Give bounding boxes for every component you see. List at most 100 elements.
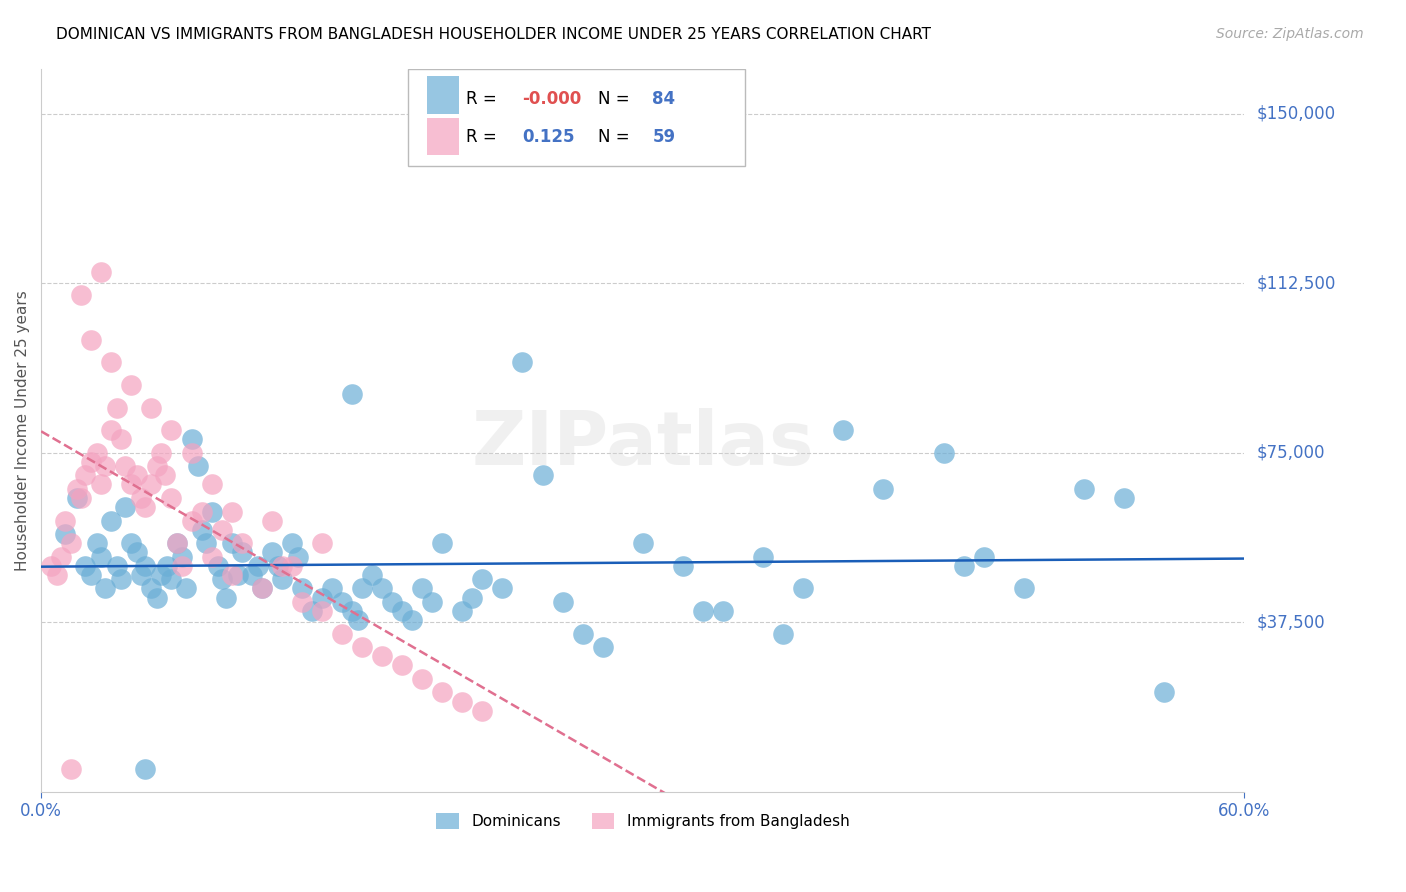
Point [287, 549, 309, 564]
Point [246, 558, 269, 573]
Point [231, 536, 253, 550]
Y-axis label: Householder Income Under 25 years: Householder Income Under 25 years [15, 290, 30, 571]
Text: 59: 59 [652, 128, 675, 146]
Point [267, 558, 290, 573]
Point [371, 649, 394, 664]
Point [592, 640, 614, 655]
Text: $75,000: $75,000 [1257, 444, 1324, 462]
Point [146, 459, 169, 474]
Point [75, 468, 97, 483]
Point [391, 658, 413, 673]
Point [361, 568, 384, 582]
Point [160, 573, 183, 587]
Point [110, 573, 132, 587]
Point [340, 387, 363, 401]
Point [281, 558, 304, 573]
Point [432, 685, 454, 699]
Point [131, 491, 153, 505]
Point [672, 558, 695, 573]
Point [194, 536, 217, 550]
Legend: Dominicans, Immigrants from Bangladesh: Dominicans, Immigrants from Bangladesh [430, 806, 855, 835]
Point [70, 287, 93, 301]
Point [432, 536, 454, 550]
Point [291, 582, 314, 596]
Point [973, 549, 995, 564]
Point [471, 573, 494, 587]
Point [381, 595, 404, 609]
Point [200, 477, 222, 491]
Point [512, 355, 534, 369]
Text: DOMINICAN VS IMMIGRANTS FROM BANGLADESH HOUSEHOLDER INCOME UNDER 25 YEARS CORREL: DOMINICAN VS IMMIGRANTS FROM BANGLADESH … [56, 27, 931, 42]
Point [231, 545, 253, 559]
Point [60, 763, 83, 777]
Point [160, 491, 183, 505]
Point [70, 491, 93, 505]
Point [451, 604, 474, 618]
Text: 0.125: 0.125 [523, 128, 575, 146]
Point [156, 558, 179, 573]
Point [347, 613, 370, 627]
Point [53, 527, 76, 541]
Text: N =: N = [599, 128, 636, 146]
Point [180, 432, 202, 446]
Point [832, 423, 855, 437]
Point [711, 604, 734, 618]
Point [94, 459, 117, 474]
Point [46, 568, 69, 582]
Point [134, 558, 156, 573]
Point [411, 582, 433, 596]
Point [270, 558, 292, 573]
Point [51, 549, 73, 564]
Point [200, 505, 222, 519]
Point [105, 401, 128, 415]
Point [66, 482, 89, 496]
Point [180, 446, 202, 460]
Point [110, 432, 132, 446]
FancyBboxPatch shape [427, 76, 458, 114]
Text: $37,500: $37,500 [1257, 614, 1324, 632]
Point [86, 536, 108, 550]
Point [221, 568, 243, 582]
Point [141, 477, 163, 491]
Point [411, 672, 433, 686]
Point [872, 482, 894, 496]
Point [214, 591, 236, 605]
Point [471, 704, 494, 718]
Point [80, 333, 103, 347]
Point [752, 549, 775, 564]
Point [692, 604, 714, 618]
Point [141, 401, 163, 415]
Point [160, 423, 183, 437]
Point [127, 468, 149, 483]
Point [330, 595, 353, 609]
Point [155, 468, 177, 483]
Point [90, 265, 112, 279]
Text: 84: 84 [652, 90, 675, 108]
Point [131, 568, 153, 582]
Point [100, 423, 122, 437]
Point [86, 446, 108, 460]
Point [371, 582, 394, 596]
Point [250, 582, 273, 596]
Point [250, 582, 273, 596]
Text: N =: N = [599, 90, 636, 108]
Point [100, 355, 122, 369]
Point [631, 536, 654, 550]
Point [1073, 482, 1095, 496]
Point [792, 582, 814, 596]
Point [60, 536, 83, 550]
Point [270, 573, 292, 587]
Point [531, 468, 554, 483]
Point [350, 582, 373, 596]
Point [207, 558, 229, 573]
Point [150, 446, 173, 460]
Point [134, 763, 156, 777]
Point [451, 694, 474, 708]
Point [1153, 685, 1175, 699]
Point [141, 582, 163, 596]
Text: $150,000: $150,000 [1257, 104, 1336, 123]
Point [932, 446, 955, 460]
FancyBboxPatch shape [408, 69, 745, 166]
Point [134, 500, 156, 515]
Point [221, 505, 243, 519]
